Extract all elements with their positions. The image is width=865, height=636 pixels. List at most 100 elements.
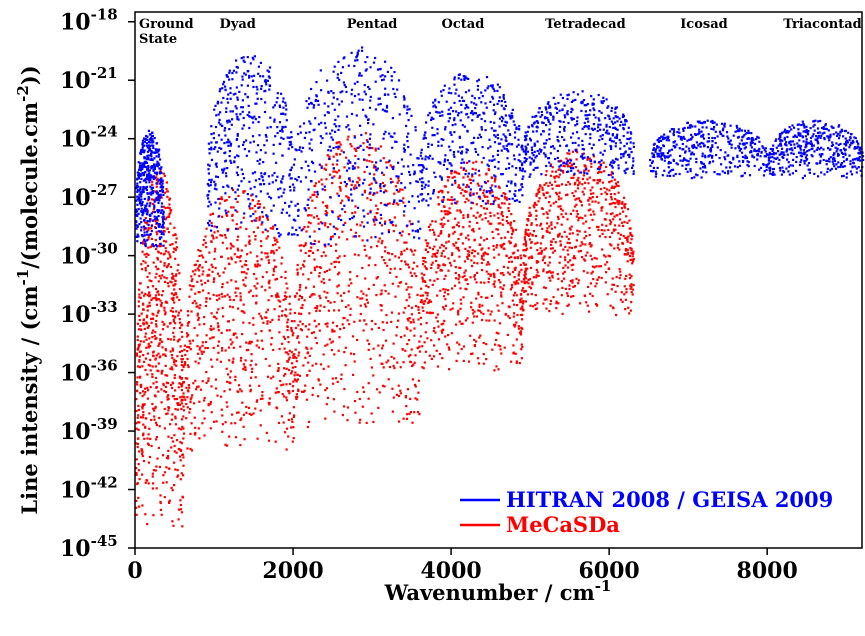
data-point bbox=[340, 219, 343, 222]
data-point bbox=[453, 119, 456, 122]
data-point bbox=[205, 300, 208, 303]
data-point bbox=[390, 221, 393, 224]
data-point bbox=[283, 337, 287, 340]
data-point bbox=[532, 230, 536, 233]
data-point bbox=[518, 331, 521, 334]
data-point bbox=[290, 131, 293, 134]
data-point bbox=[186, 396, 189, 399]
data-point bbox=[528, 206, 531, 209]
data-point bbox=[444, 274, 447, 277]
data-point bbox=[172, 298, 175, 301]
data-point bbox=[421, 168, 424, 172]
data-point bbox=[288, 412, 291, 415]
data-point bbox=[136, 381, 139, 384]
data-point bbox=[236, 255, 239, 258]
data-point bbox=[557, 205, 560, 208]
data-point bbox=[259, 61, 262, 64]
data-point bbox=[249, 342, 252, 345]
data-point bbox=[598, 180, 601, 183]
data-point bbox=[433, 279, 436, 282]
data-point bbox=[229, 247, 232, 250]
data-point bbox=[462, 296, 465, 299]
data-point bbox=[409, 271, 412, 274]
data-point bbox=[224, 236, 227, 239]
data-point bbox=[336, 257, 339, 260]
data-point bbox=[505, 219, 508, 223]
data-point bbox=[147, 345, 150, 348]
data-point bbox=[536, 249, 539, 252]
data-point bbox=[503, 242, 506, 245]
data-point bbox=[460, 161, 463, 164]
data-point bbox=[165, 466, 168, 469]
data-point bbox=[214, 163, 217, 166]
data-point bbox=[496, 149, 500, 152]
data-point bbox=[206, 194, 209, 197]
data-point bbox=[153, 334, 156, 338]
data-point bbox=[163, 226, 166, 229]
data-point bbox=[398, 199, 401, 202]
data-point bbox=[187, 384, 190, 387]
data-point bbox=[558, 261, 561, 264]
data-point bbox=[171, 386, 174, 390]
data-point bbox=[287, 435, 290, 438]
data-point bbox=[441, 114, 444, 117]
data-point bbox=[370, 246, 373, 249]
data-point bbox=[576, 233, 579, 236]
data-point bbox=[258, 162, 261, 165]
data-point bbox=[290, 177, 293, 180]
data-point bbox=[177, 427, 180, 430]
data-point bbox=[517, 327, 520, 330]
data-point bbox=[615, 184, 619, 187]
data-point bbox=[144, 160, 147, 163]
data-point bbox=[244, 260, 247, 263]
data-point bbox=[457, 221, 460, 224]
data-point bbox=[614, 202, 617, 205]
data-point bbox=[317, 395, 320, 398]
data-point bbox=[419, 294, 422, 297]
data-point bbox=[424, 137, 427, 140]
data-point bbox=[492, 283, 495, 286]
data-point bbox=[362, 390, 365, 393]
data-point bbox=[189, 342, 192, 345]
data-point bbox=[216, 272, 220, 275]
data-point bbox=[511, 299, 514, 302]
data-point bbox=[503, 123, 506, 127]
data-point bbox=[471, 252, 474, 255]
data-point bbox=[453, 76, 456, 79]
data-point bbox=[157, 352, 160, 355]
data-point bbox=[460, 111, 463, 114]
data-point bbox=[562, 272, 565, 275]
data-point bbox=[170, 446, 173, 449]
data-point bbox=[549, 163, 553, 166]
data-point bbox=[289, 382, 292, 386]
data-point bbox=[156, 191, 159, 195]
data-point bbox=[140, 312, 143, 315]
data-point bbox=[626, 252, 630, 255]
data-point bbox=[427, 180, 430, 183]
data-point bbox=[141, 191, 144, 194]
data-point bbox=[435, 238, 438, 241]
data-point bbox=[393, 192, 396, 195]
data-point bbox=[170, 486, 173, 489]
data-point bbox=[157, 344, 160, 347]
data-point bbox=[298, 341, 301, 344]
data-point bbox=[216, 394, 219, 397]
data-point bbox=[440, 329, 443, 332]
data-point bbox=[338, 78, 341, 81]
data-point bbox=[379, 189, 382, 193]
data-point bbox=[474, 172, 477, 175]
data-point bbox=[236, 96, 239, 99]
data-point bbox=[280, 384, 283, 387]
data-point bbox=[414, 385, 417, 388]
data-point bbox=[297, 354, 300, 357]
data-point bbox=[321, 222, 324, 225]
data-point bbox=[268, 182, 271, 185]
data-point bbox=[185, 386, 188, 389]
data-point bbox=[588, 226, 591, 230]
data-point bbox=[508, 197, 511, 201]
data-point bbox=[238, 90, 241, 93]
data-point bbox=[607, 254, 610, 257]
data-point bbox=[244, 244, 247, 247]
data-point bbox=[157, 290, 160, 293]
data-point bbox=[333, 309, 336, 312]
